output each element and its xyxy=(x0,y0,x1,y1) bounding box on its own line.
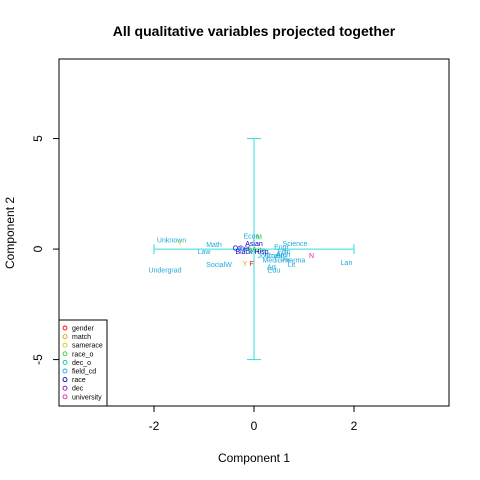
legend-entry: samerace xyxy=(72,343,103,350)
point-label: Black xyxy=(235,249,253,256)
point-label: Journal xyxy=(258,253,281,260)
y-tick-label: 0 xyxy=(31,245,45,252)
point-label: Lan xyxy=(341,260,353,267)
legend-entry: dec xyxy=(72,386,84,393)
point-label: Hisp xyxy=(254,249,268,256)
legend-symbol xyxy=(62,394,68,400)
crosshair xyxy=(153,138,355,361)
legend-entry: race_o xyxy=(72,351,94,358)
y-axis: -5 0 5 xyxy=(31,135,59,365)
x-tick-label: 2 xyxy=(351,419,358,433)
point-label: White xyxy=(248,248,266,255)
point-label: Unknown xyxy=(157,238,186,245)
point-label: Engr xyxy=(274,244,289,251)
x-tick-label: -2 xyxy=(149,419,160,433)
point-label: Econ xyxy=(244,233,260,240)
point-label: Law xyxy=(198,249,212,256)
point-label: Art xyxy=(267,264,276,271)
legend-symbol xyxy=(62,368,68,374)
legend-entry: university xyxy=(72,394,102,401)
point-label: Lit xyxy=(288,262,295,269)
point-label: F xyxy=(249,261,253,268)
legend-entry: match xyxy=(72,334,91,341)
point-label: Math xyxy=(206,242,222,249)
legend-symbol xyxy=(62,351,68,357)
point-label: Film xyxy=(277,249,290,256)
legend-symbol xyxy=(62,325,68,331)
legend-symbol xyxy=(62,334,68,340)
y-tick-label: 5 xyxy=(31,135,45,142)
legend-symbol xyxy=(62,342,68,348)
x-tick-label: 0 xyxy=(251,419,258,433)
legend-entry: gender xyxy=(72,326,94,333)
x-axis-label: Component 1 xyxy=(218,451,290,465)
legend-symbol xyxy=(62,359,68,365)
point-label: Arch xyxy=(276,252,291,259)
point-label: Other xyxy=(233,245,251,252)
point-label: Edu xyxy=(268,268,281,275)
chart-title: All qualitative variables projected toge… xyxy=(113,23,396,39)
point-label: Y xyxy=(178,240,183,247)
point-label: Comm xyxy=(266,253,287,260)
point-label: Undergrad xyxy=(148,268,181,275)
legend-entry: race xyxy=(72,377,86,384)
legend-symbol xyxy=(62,385,68,391)
point-label: SocialW xyxy=(206,262,232,269)
y-tick-label: -5 xyxy=(31,354,45,365)
point-label: Asian xyxy=(245,241,263,248)
x-axis: -2 0 2 xyxy=(149,406,358,433)
point-label: Science xyxy=(283,241,308,248)
y-axis-label: Component 2 xyxy=(3,197,17,269)
point-label: Medicine xyxy=(262,258,290,265)
legend-entry: field_cd xyxy=(72,369,96,376)
point-label: M xyxy=(256,234,262,241)
point-label: Y xyxy=(243,261,248,268)
point-label: Pharma xyxy=(281,258,306,265)
legend-symbol xyxy=(62,377,68,383)
point-label: N xyxy=(309,253,314,260)
legend-entry: dec_o xyxy=(72,360,91,367)
